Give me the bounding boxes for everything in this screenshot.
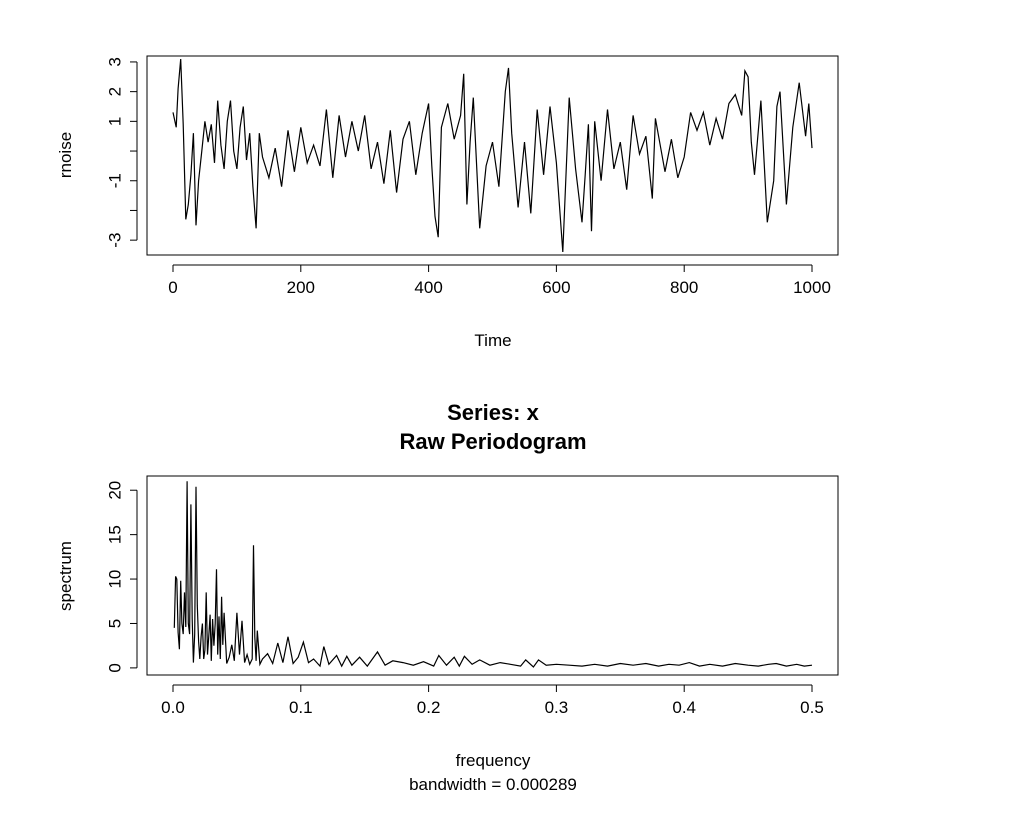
periodogram-x-axis: 0.0 0.1 0.2 0.3 0.4 0.5 (161, 684, 824, 717)
rnoise-y-tick-label: 2 (106, 87, 125, 96)
periodogram-y-tick-label: 5 (106, 619, 125, 628)
rnoise-plot-frame (146, 55, 839, 256)
periodogram-x-tick-label: 0.3 (545, 698, 569, 717)
periodogram-y-tick-label: 10 (106, 570, 125, 589)
periodogram-x-tick-label: 0.4 (672, 698, 696, 717)
periodogram-y-tick-label: 0 (106, 663, 125, 672)
rnoise-x-axis: 0 200 400 600 800 1000 (168, 264, 831, 297)
rnoise-y-tick-label: 3 (106, 57, 125, 66)
rnoise-y-axis-label: rnoise (56, 132, 75, 178)
periodogram-y-tick-label: 15 (106, 525, 125, 544)
periodogram-x-tick-label: 0.0 (161, 698, 185, 717)
rnoise-y-tick-label: -3 (106, 233, 125, 248)
rnoise-x-tick-label: 1000 (793, 278, 831, 297)
rnoise-plot: 0 200 400 600 800 1000 -3 -1 1 2 3 Time rnoise (56, 55, 839, 350)
periodogram-y-axis: 0 5 10 15 20 (106, 481, 138, 673)
periodogram-series-line (173, 481, 813, 668)
periodogram-plot-frame (146, 475, 839, 676)
rnoise-series-line (172, 58, 813, 253)
periodogram-y-axis-label: spectrum (56, 541, 75, 611)
periodogram-title: Series: x (447, 400, 539, 425)
rnoise-x-tick-label: 600 (542, 278, 570, 297)
rnoise-x-tick-label: 800 (670, 278, 698, 297)
rnoise-x-tick-label: 0 (168, 278, 177, 297)
periodogram-bandwidth-label: bandwidth = 0.000289 (409, 775, 577, 794)
periodogram-subtitle: Raw Periodogram (399, 429, 586, 454)
periodogram-x-axis-label: frequency (456, 751, 531, 770)
rnoise-x-tick-label: 400 (414, 278, 442, 297)
periodogram-x-tick-label: 0.2 (417, 698, 441, 717)
rnoise-y-tick-label: -1 (106, 173, 125, 188)
periodogram-plot: Series: x Raw Periodogram 0.0 0.1 0.2 0.3 0.… (56, 400, 839, 794)
rnoise-x-tick-label: 200 (287, 278, 315, 297)
periodogram-y-tick-label: 20 (106, 481, 125, 500)
periodogram-x-tick-label: 0.5 (800, 698, 824, 717)
periodogram-x-tick-label: 0.1 (289, 698, 313, 717)
rnoise-y-axis: -3 -1 1 2 3 (106, 57, 138, 248)
rnoise-y-tick-label: 1 (106, 117, 125, 126)
rnoise-x-axis-label: Time (474, 331, 511, 350)
